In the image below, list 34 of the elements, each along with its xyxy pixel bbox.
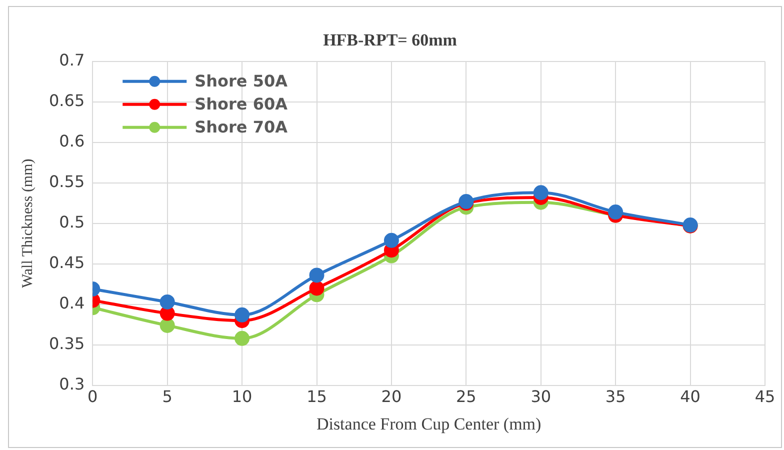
point xyxy=(309,280,324,296)
x-tick-label: 0 xyxy=(88,387,98,406)
y-tick-label: 0.5 xyxy=(59,212,85,232)
y-tick-label: 0.35 xyxy=(49,334,85,354)
x-tick-label: 5 xyxy=(162,387,172,406)
point xyxy=(533,185,548,200)
point xyxy=(608,204,624,220)
legend-label: Shore 70A xyxy=(194,118,288,137)
x-tick-label: 10 xyxy=(232,387,252,406)
x-tick-label: 40 xyxy=(680,387,700,406)
y-tick-label: 0.3 xyxy=(59,374,85,394)
x-tick-label: 45 xyxy=(754,387,776,406)
x-axis-title: Distance From Cup Center (mm) xyxy=(316,414,542,434)
point xyxy=(234,307,250,322)
x-tick-label: 15 xyxy=(306,387,327,406)
y-tick-label: 0.6 xyxy=(59,132,85,151)
point xyxy=(384,232,399,248)
y-tick-label: 0.55 xyxy=(49,172,85,192)
x-tick-label: 20 xyxy=(381,387,402,406)
point xyxy=(160,294,175,310)
y-axis-title: Wall Thickness (mm) xyxy=(20,158,36,288)
legend-label: Shore 60A xyxy=(194,94,288,114)
x-tick-label: 35 xyxy=(605,387,626,406)
legend-label: Shore 50A xyxy=(194,72,288,91)
y-tick-label: 0.7 xyxy=(59,50,85,70)
y-tick-label: 0.65 xyxy=(49,91,85,110)
point xyxy=(160,318,175,333)
x-tick-label: 25 xyxy=(456,387,476,406)
point xyxy=(234,330,250,346)
x-tick-label: 30 xyxy=(530,387,552,406)
y-tick-label: 0.45 xyxy=(49,253,85,272)
y-tick-label: 0.4 xyxy=(59,294,85,313)
point xyxy=(309,268,324,283)
chart-title: HFB-RPT= 60mm xyxy=(323,30,457,50)
